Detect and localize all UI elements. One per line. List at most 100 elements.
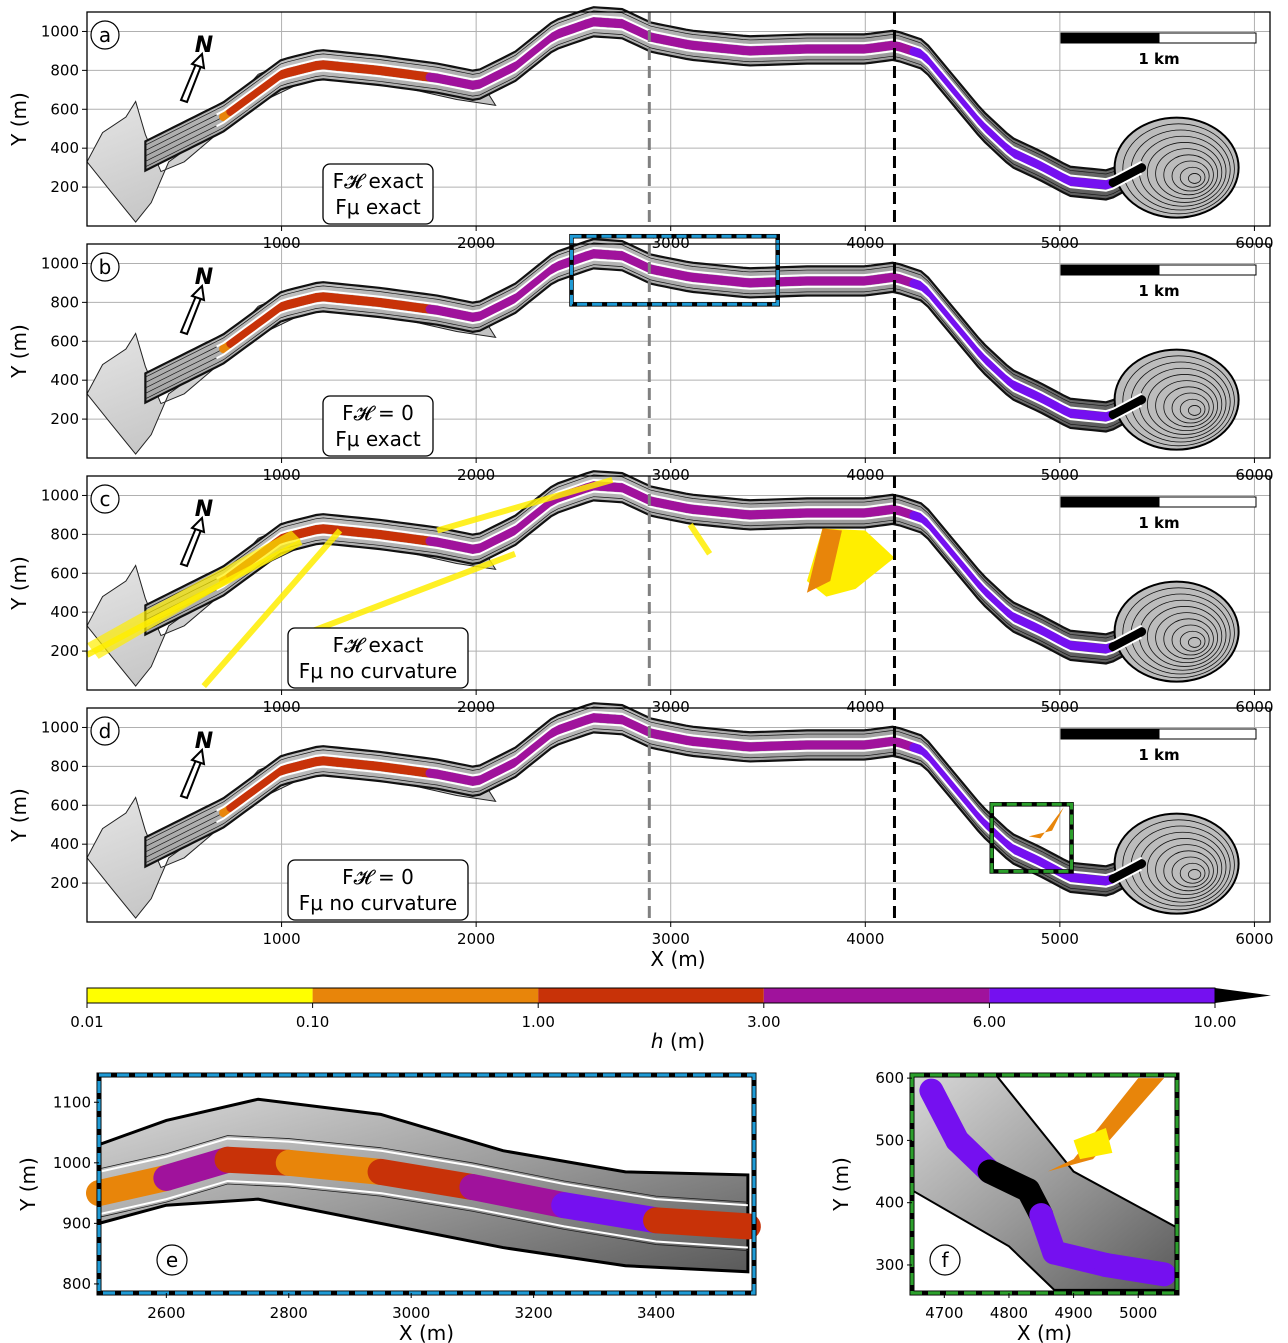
inset-spurious-patch: [1073, 1127, 1113, 1160]
panel-label: c: [100, 487, 111, 511]
contour-line: [145, 496, 1142, 661]
north-arrow-head: [190, 747, 206, 766]
scale-bar-label: 1 km: [1138, 50, 1179, 68]
deposit-contour: [1171, 160, 1210, 192]
scale-bar-label: 1 km: [1138, 746, 1179, 764]
contour-line: [145, 264, 1142, 429]
y-tick-label: 800: [50, 757, 79, 775]
inset-y-tick-label: 300: [875, 1256, 904, 1274]
flow-depth-segment: [1129, 627, 1147, 640]
deposit-contour: [1155, 380, 1219, 432]
inset-y-tick-label: 600: [875, 1069, 904, 1087]
inset-x-tick-label: 2800: [270, 1304, 308, 1322]
deposit-contour: [1163, 386, 1214, 428]
inset-flow-depth: [551, 1192, 670, 1234]
deposit-contour: [1188, 173, 1202, 184]
inset-y-tick-label: 1100: [53, 1093, 91, 1111]
flow-outline-upper: [216, 710, 1143, 877]
north-arrow-icon: [179, 515, 206, 568]
north-arrow-icon: [179, 283, 206, 336]
inset-y-tick-label: 500: [875, 1131, 904, 1149]
spurious-flow-streak: [309, 551, 517, 635]
inset-spurious-patch: [1047, 1078, 1165, 1172]
flow-outline-lower: [216, 258, 1143, 424]
x-tick-label: 1000: [262, 466, 300, 484]
colorbar-segment: [763, 988, 990, 1003]
y-tick-label: 1000: [41, 22, 79, 40]
inset-frame: [910, 1073, 1179, 1295]
inset-flow-depth: [643, 1207, 761, 1240]
y-tick-label: 600: [50, 332, 79, 350]
y-axis-label: Y (m): [7, 556, 31, 611]
colorbar-label: h (m): [651, 1029, 705, 1053]
x-tick-label: 5000: [1041, 466, 1079, 484]
setting-friction-h: F𝓗 = 0: [342, 865, 414, 889]
inset-flow-depth: [367, 1158, 486, 1201]
setting-friction-mu: Fμ no curvature: [299, 659, 457, 683]
deposit-contour: [1163, 850, 1214, 892]
settings-box: [322, 395, 434, 457]
north-arrow-shaft: [179, 526, 203, 568]
x-tick-label: 1000: [262, 698, 300, 716]
x-tick-label: 4000: [846, 466, 884, 484]
y-tick-label: 400: [50, 371, 79, 389]
deposit-contour: [1188, 637, 1202, 648]
y-tick-label: 800: [50, 293, 79, 311]
y-tick-label: 600: [50, 796, 79, 814]
spurious-flow-patch: [87, 530, 302, 659]
north-label: N: [195, 497, 213, 522]
panel-label-circle: [90, 716, 120, 746]
spurious-flow-patch: [806, 528, 842, 593]
inset-x-tick-label: 4700: [925, 1304, 963, 1322]
inset-label-circle: [929, 1244, 961, 1276]
scale-bar: [1060, 728, 1257, 740]
colorbar-tick-label: 0.10: [296, 1013, 329, 1031]
setting-friction-h: F𝓗 = 0: [342, 401, 414, 425]
deposit-contour: [1147, 374, 1223, 435]
inset-flow-outline: [98, 1137, 748, 1207]
inset-x-tick-label: 4800: [990, 1304, 1028, 1322]
deposit-contour: [1122, 123, 1235, 215]
y-axis-label: Y (m): [7, 92, 31, 147]
setting-friction-mu: Fμ exact: [335, 195, 421, 219]
contour-line: [145, 242, 1142, 407]
panel-label: d: [99, 719, 112, 743]
scale-bar: [1060, 496, 1257, 508]
inset-x-tick-label: 2600: [147, 1304, 185, 1322]
inset-label-circle: [156, 1244, 188, 1276]
inset-contour: [98, 1183, 748, 1252]
deposit-contour: [1155, 612, 1219, 664]
y-tick-label: 1000: [41, 718, 79, 736]
inset-flow-depth: [1093, 1252, 1177, 1287]
setting-friction-h: F𝓗 exact: [333, 633, 424, 657]
settings-box: [287, 627, 469, 689]
settings-box: [322, 163, 434, 225]
setting-friction-mu: Fμ no curvature: [299, 891, 457, 915]
y-tick-label: 400: [50, 139, 79, 157]
x-tick-label: 3000: [652, 466, 690, 484]
x-tick-label: 6000: [1235, 234, 1273, 252]
inset-y-axis-label: Y (m): [16, 1157, 40, 1212]
panel-label: b: [99, 255, 112, 279]
scale-bar-black: [1060, 728, 1160, 740]
scale-bar-black: [1060, 264, 1160, 276]
colorbar-frame: [86, 987, 1216, 1004]
deposit-contour: [1188, 405, 1202, 416]
spurious-flow-patch: [1028, 807, 1064, 839]
north-arrow-shaft: [179, 758, 203, 800]
deposit-contour: [1122, 819, 1235, 911]
spurious-flow-streak: [687, 522, 713, 556]
y-tick-label: 200: [50, 410, 79, 428]
panel-a: 200 400 600 800 1000 1000 2000 3000 4000 5000 6000…: [7, 6, 1274, 252]
flow-depth-segment: [1129, 395, 1147, 408]
x-tick-label: 2000: [457, 234, 495, 252]
colorbar-tick-label: 0.01: [70, 1013, 103, 1031]
scale-bar-label: 1 km: [1138, 282, 1179, 300]
deposit-contour: [1122, 587, 1235, 679]
flow-outline-upper: [216, 246, 1143, 413]
x-tick-label: 5000: [1041, 234, 1079, 252]
scale-bar-label: 1 km: [1138, 514, 1179, 532]
panel-d: 200 400 600 800 1000 1000 2000 3000 4000 5000 6000…: [7, 702, 1274, 948]
y-tick-label: 400: [50, 835, 79, 853]
flow-outline-upper: [216, 14, 1143, 181]
